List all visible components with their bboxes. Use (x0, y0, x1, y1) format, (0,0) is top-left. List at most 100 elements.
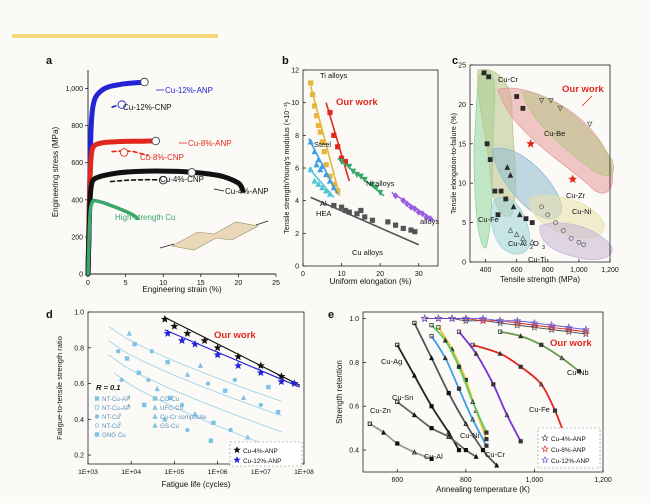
panel-e-label: Cu-Sn (392, 393, 413, 402)
panel-d-legend-superscript: b (128, 403, 131, 408)
panel-e-reference-point (559, 355, 565, 361)
panel-b-point (408, 203, 414, 211)
panel-b-point (323, 162, 329, 168)
panel-a-curve-2 (85, 138, 159, 277)
panel-c-label: 3 (542, 245, 545, 251)
panel-d-our-legend-entry: Cu-4%-ANP (243, 448, 278, 455)
panel-b-point (373, 184, 380, 192)
panel-c-label: Cu-Al (508, 239, 527, 248)
panel-a-y-tick-label: 0 (79, 272, 83, 279)
panel-a-y-tick-label: 800 (71, 123, 83, 130)
panel-b-point (331, 132, 337, 138)
panel-c-letter: c (452, 55, 458, 67)
panel-e-reference-point (539, 342, 544, 347)
panel-b-point (412, 229, 418, 235)
panel-a-x-tick-label: 10 (159, 280, 167, 287)
panel-c-leader (581, 95, 593, 107)
panel-d-legend-marker (152, 422, 158, 428)
panel-d-reference-point (154, 385, 160, 392)
panel-b-point (353, 171, 361, 179)
panel-b-trendline-6 (310, 196, 420, 246)
panel-e-point (479, 314, 487, 322)
panel-e-reference-point (429, 355, 435, 361)
panel-c-point (495, 212, 501, 218)
panel-c-point (576, 239, 582, 245)
panel-b-point (315, 122, 322, 129)
panel-d-point (163, 329, 172, 337)
panel-a-curve-5 (109, 178, 164, 183)
panel-e-reference-point (456, 447, 462, 453)
panel-d-y-tick-label: 0.6 (74, 381, 84, 388)
panel-e-x-tick-label: 600 (391, 477, 403, 484)
panel-e-label: Cu-Fe (529, 405, 550, 414)
panel-b-point (392, 222, 399, 228)
panel-b-point (319, 184, 326, 191)
panel-a-end-marker (151, 136, 160, 146)
panel-b-point (392, 192, 399, 200)
accent-bar (12, 34, 218, 38)
panel-e-label: Cu-Nb (567, 368, 589, 377)
panel-e-reference-point (484, 437, 489, 442)
panel-b-y-tick-label: 10 (291, 100, 299, 107)
panel-a-x-axis-label: Engineering strain (%) (142, 285, 221, 294)
panel-d-legend-marker (152, 396, 158, 401)
panel-d-reference-point (266, 384, 271, 390)
panel-d-reference-curve-0 (108, 325, 282, 402)
panel-d-reference-point (142, 402, 147, 408)
panel-b-y-tick-label: 0 (295, 264, 299, 271)
panel-c-x-tick-label: 400 (480, 267, 492, 274)
panel-a-specimen-icon (159, 220, 269, 251)
panel-d-legend-entry: CG-Cu (160, 396, 180, 403)
panel-d-reference-point (149, 349, 155, 354)
panel-c-point (557, 105, 564, 112)
panel-b-point (350, 168, 357, 175)
panel-a-end-marker (158, 175, 168, 185)
panel-e-legend-marker (541, 455, 549, 464)
panel-e-label: Our work (550, 338, 592, 349)
panel-c-frame (469, 64, 611, 263)
panel-d-trendline-0 (164, 316, 301, 386)
panel-e-reference-point (429, 323, 434, 328)
panel-b-point (313, 113, 320, 119)
panel-e-reference-point (484, 430, 489, 435)
panel-e-frame (362, 311, 604, 473)
panel-d-legend-marker (94, 432, 100, 437)
panel-e-reference-point (480, 447, 486, 453)
panel-b-label: Al (320, 199, 327, 208)
panel-c-point (523, 216, 529, 222)
panel-e-y-tick-label: 0.8 (349, 360, 359, 367)
panel-d-legend-entry: NT-Cu (102, 414, 120, 421)
panel-d-point (160, 314, 169, 323)
panel-e-label: Cu-Al (424, 452, 443, 461)
panel-e-point (530, 320, 539, 329)
panel-b-point (315, 156, 322, 163)
panel-d-reference-point (132, 341, 137, 347)
panel-c-x-axis-label: Tensile strength (MPa) (500, 275, 580, 284)
panel-d-x-tick-label: 1E+03 (78, 469, 98, 476)
panel-b-point (346, 209, 352, 215)
panel-a-x-tick-label: 5 (124, 280, 128, 287)
panel-c-point (510, 203, 517, 210)
panel-a-label: Cu-8%-CNP (140, 153, 184, 162)
panel-e-reference-point (381, 429, 387, 435)
panel-d-reference-point (223, 388, 228, 393)
panel-c-point (513, 231, 520, 237)
panel-b-x-tick-label: 10 (338, 271, 346, 278)
panel-e-point (434, 314, 443, 323)
panel-c-y-tick-label: 10 (458, 181, 466, 188)
panel-e-y-tick-label: 0.6 (349, 404, 359, 411)
panel-b-point (419, 210, 426, 218)
panel-d-point (234, 361, 243, 370)
panel-d-reference-point (232, 377, 237, 383)
panel-d-reference-point (197, 362, 204, 368)
panel-e-legend-entry: Cu-4%-ANP (551, 436, 586, 443)
panel-e-label: Cu-Zn (370, 406, 391, 415)
panel-e-reference-curve-6 (430, 324, 488, 433)
panel-c-point (560, 228, 566, 233)
panel-b-point (335, 144, 341, 150)
panel-b-point (361, 176, 368, 183)
panel-e-reference-curve-5 (437, 326, 488, 440)
panel-e-y-tick-label: 1.0 (349, 316, 359, 323)
panel-e-point (564, 325, 573, 333)
panel-d-trendline-1 (164, 329, 301, 388)
